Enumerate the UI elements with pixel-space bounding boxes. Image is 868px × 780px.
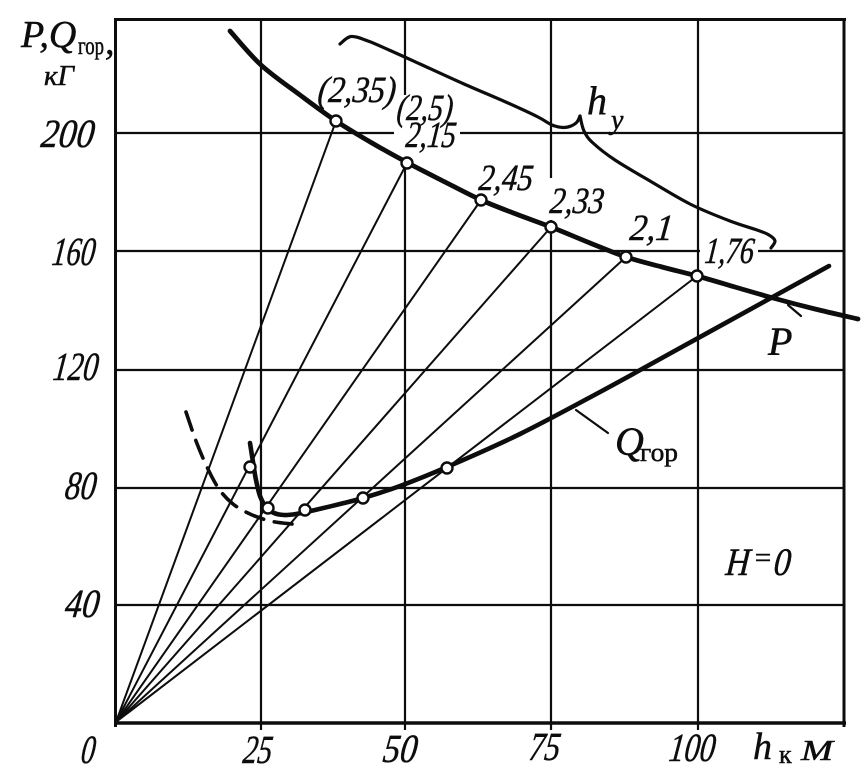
- svg-text:120: 120: [51, 344, 102, 389]
- svg-text:2,15: 2,15: [404, 115, 458, 156]
- svg-text:200: 200: [39, 111, 98, 156]
- svg-text:0: 0: [772, 541, 793, 584]
- svg-text:Q: Q: [615, 419, 644, 464]
- svg-text:к: к: [779, 740, 792, 769]
- svg-text:h: h: [587, 78, 607, 123]
- svg-text:80: 80: [63, 463, 100, 508]
- svg-text:2,1: 2,1: [628, 208, 675, 249]
- svg-text:h: h: [753, 726, 772, 768]
- svg-text:160: 160: [50, 229, 99, 274]
- svg-text:(2,5): (2,5): [395, 88, 455, 129]
- svg-text:P,Q: P,Q: [20, 14, 76, 56]
- svg-text:кГ: кГ: [44, 61, 75, 92]
- svg-text:(2,35): (2,35): [316, 70, 398, 111]
- svg-text:,: ,: [105, 21, 115, 63]
- svg-text:40: 40: [63, 581, 103, 626]
- svg-text:50: 50: [381, 726, 421, 771]
- svg-text:2,33: 2,33: [548, 181, 606, 222]
- svg-text:H: H: [723, 541, 753, 584]
- svg-text:гор: гор: [640, 438, 678, 467]
- svg-text:1,76: 1,76: [703, 231, 757, 272]
- svg-text:у: у: [608, 105, 624, 136]
- svg-text:25: 25: [241, 727, 276, 772]
- svg-text:100: 100: [667, 725, 719, 770]
- svg-text:0: 0: [79, 727, 99, 772]
- svg-text:=: =: [753, 542, 773, 574]
- svg-text:75: 75: [527, 724, 564, 769]
- svg-text:гор: гор: [78, 33, 104, 60]
- svg-text:P: P: [767, 319, 792, 364]
- svg-text:2,45: 2,45: [477, 158, 535, 199]
- svg-text:M: M: [800, 735, 836, 767]
